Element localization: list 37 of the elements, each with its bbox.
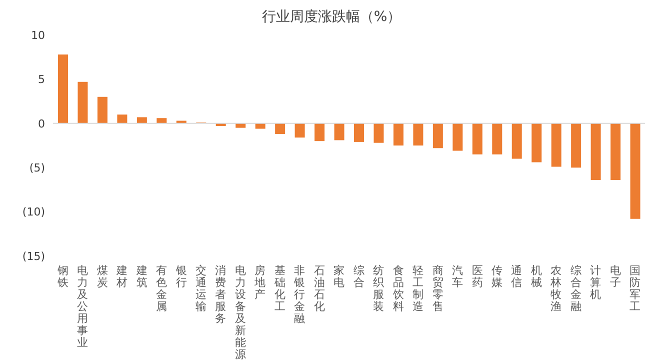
x-tick-label: 家电 — [334, 264, 345, 289]
x-tick-label: 建材 — [116, 264, 128, 289]
x-tick-label: 电力设备及新能源 — [234, 264, 246, 361]
chart-title: 行业周度涨跌幅（%） — [260, 8, 402, 27]
x-tick-label: 食品饮料 — [392, 264, 404, 313]
x-tick-label: 银行 — [174, 264, 187, 289]
x-tick-label: 综合金融 — [570, 264, 582, 313]
x-tick-label: 钢铁 — [56, 264, 68, 289]
x-tick-label: 房地产 — [254, 264, 266, 301]
x-tick-label: 医药 — [472, 264, 483, 289]
x-tick-label: 汽车 — [452, 264, 464, 289]
x-tick-label: 建筑 — [135, 264, 148, 289]
x-tick-label: 轻工制造 — [412, 264, 424, 313]
y-tick-label: 0 — [38, 117, 45, 130]
y-tick-label: (5) — [29, 162, 45, 175]
x-tick-label: 电子 — [610, 264, 621, 289]
x-tick-label: 消费者服务 — [215, 264, 226, 325]
x-tick-label: 机械 — [530, 264, 542, 289]
x-tick-label: 煤炭 — [96, 264, 108, 289]
y-tick-label: 10 — [31, 28, 45, 42]
x-tick-label: 计算机 — [590, 264, 602, 301]
x-tick-label: 农林牧渔 — [550, 264, 562, 313]
y-tick-label: 5 — [38, 73, 45, 86]
x-tick-label: 交通运输 — [196, 264, 206, 313]
x-tick-label: 电力及公用事业 — [77, 264, 88, 349]
x-tick-label: 非银行金融 — [293, 264, 306, 325]
y-tick-label: (15) — [22, 250, 45, 263]
x-tick-label: 国防军工 — [630, 264, 641, 313]
x-tick-label: 传媒 — [492, 264, 502, 289]
x-tick-label: 石油石化 — [314, 264, 325, 313]
x-tick-label: 商贸零售 — [432, 264, 444, 313]
y-tick-label: (10) — [22, 206, 45, 219]
x-tick-label: 纺织服装 — [373, 264, 384, 313]
x-tick-label: 基础化工 — [273, 264, 286, 313]
x-tick-label: 综合 — [353, 264, 364, 289]
x-tick-label: 有色金属 — [156, 264, 168, 313]
x-tick-label: 通信 — [511, 264, 522, 289]
